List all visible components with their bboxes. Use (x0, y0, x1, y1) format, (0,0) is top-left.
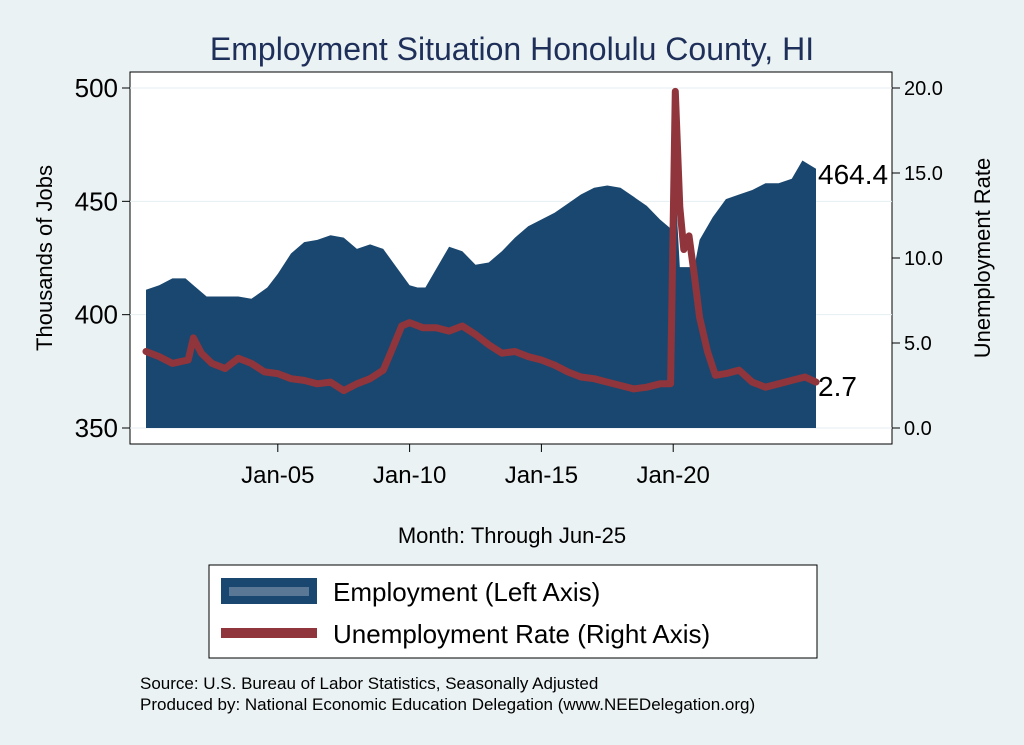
x-tick-label-3: Jan-20 (637, 462, 710, 489)
right-tick-label-1: 5.0 (904, 333, 932, 355)
x-tick-label-2: Jan-15 (505, 462, 578, 489)
left-axis-title: Thousands of Jobs (32, 165, 57, 351)
legend-label-unemployment: Unemployment Rate (Right Axis) (333, 619, 710, 649)
unemployment-end-label: 2.7 (818, 371, 857, 402)
x-axis-title: Month: Through Jun-25 (398, 523, 626, 548)
unemployment-line (142, 87, 820, 395)
employment-end-label: 464.4 (818, 159, 888, 190)
x-tick-label-0: Jan-05 (241, 462, 314, 489)
legend-swatch-employment-highlight (229, 587, 309, 596)
left-tick-label-2: 450 (75, 186, 118, 216)
unemployment-line-layer (142, 87, 820, 395)
employment-area (146, 146, 816, 428)
left-tick-label-1: 400 (75, 300, 118, 330)
employment-area-layer (146, 146, 816, 428)
right-tick-label-2: 10.0 (904, 248, 943, 270)
x-tick-label-1: Jan-10 (373, 462, 446, 489)
source-line-2: Produced by: National Economic Education… (140, 695, 755, 714)
right-tick-label-4: 20.0 (904, 78, 943, 100)
legend-label-employment: Employment (Left Axis) (333, 577, 600, 607)
chart-title: Employment Situation Honolulu County, HI (210, 31, 814, 67)
axes-layer: 350 400 450 500 0.0 5.0 10.0 15.0 20.0 Jan-05 Jan-… (75, 73, 943, 489)
right-tick-label-3: 15.0 (904, 163, 943, 185)
right-axis-title: Unemployment Rate (970, 158, 995, 359)
right-tick-label-0: 0.0 (904, 418, 932, 440)
left-tick-label-0: 350 (75, 413, 118, 443)
left-tick-label-3: 500 (75, 73, 118, 103)
source-line-1: Source: U.S. Bureau of Labor Statistics,… (140, 674, 598, 693)
